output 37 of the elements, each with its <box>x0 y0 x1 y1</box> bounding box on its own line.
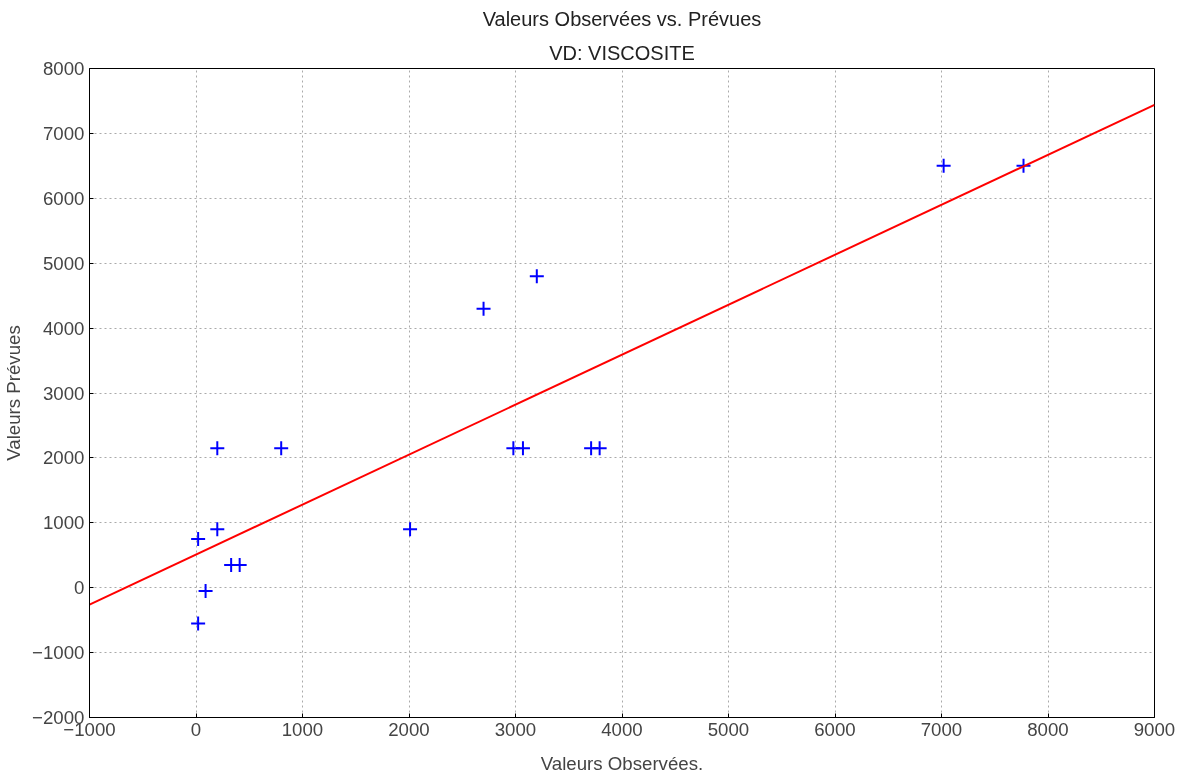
point <box>190 615 207 632</box>
x-axis-title: Valeurs Observées. <box>540 752 704 774</box>
x-tick-label: 9000 <box>1133 718 1176 740</box>
chart-title: Valeurs Observées vs. Prévues <box>482 7 762 30</box>
x-tick-label: 0 <box>190 718 202 740</box>
point <box>1015 157 1032 174</box>
point <box>935 157 952 174</box>
point <box>591 440 608 457</box>
point <box>528 268 545 285</box>
y-tick-label: 1000 <box>43 512 85 534</box>
y-tick-label: 0 <box>74 577 85 599</box>
y-tick-label: 4000 <box>43 317 85 339</box>
point <box>475 300 492 317</box>
y-tick-label: 7000 <box>43 122 85 144</box>
y-axis-title: Valeurs Prévues <box>3 325 25 461</box>
point <box>197 582 214 599</box>
point <box>190 531 207 548</box>
x-tick-label: 3000 <box>494 718 537 740</box>
point <box>209 440 226 457</box>
chart-subtitle: VD: VISCOSITE <box>549 41 695 64</box>
x-tick-label: 7000 <box>920 718 963 740</box>
y-tick-label: 2000 <box>43 447 85 469</box>
y-tick-label: −1000 <box>32 642 85 664</box>
x-tick-label: 4000 <box>601 718 643 740</box>
y-tick-label: 3000 <box>43 382 85 404</box>
point <box>514 440 531 457</box>
y-tick-label: 6000 <box>43 187 85 209</box>
x-tick-label: 5000 <box>707 718 750 740</box>
x-tick-label: 2000 <box>388 718 430 740</box>
y-tick-label: 8000 <box>43 58 85 79</box>
point <box>273 440 290 457</box>
y-tick-label: 5000 <box>43 252 85 274</box>
point <box>209 521 226 538</box>
x-tick-label: 6000 <box>814 718 856 740</box>
x-tick-label: 1000 <box>281 718 324 740</box>
x-tick-label: 8000 <box>1027 718 1069 740</box>
point <box>402 521 419 538</box>
